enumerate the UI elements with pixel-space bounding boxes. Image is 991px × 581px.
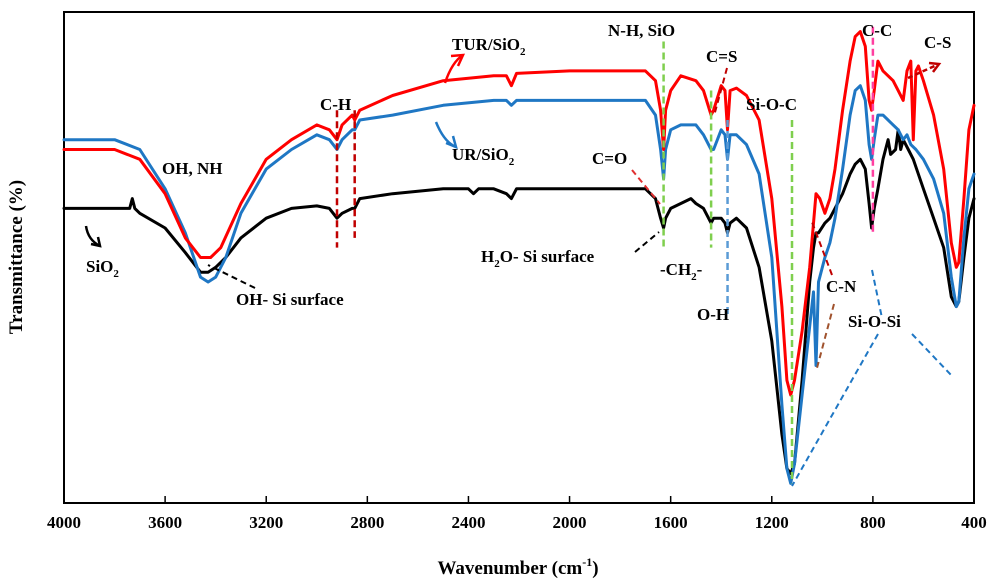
x-tick-label: 4000 <box>47 513 81 532</box>
leader-c-o <box>631 169 661 205</box>
peak-markers <box>335 26 875 484</box>
arrow-sio2-head <box>90 236 102 248</box>
leader-sio-si-c <box>911 333 953 377</box>
label-c-s-double: C=S <box>706 47 737 66</box>
leader-c-n-brown <box>816 303 835 369</box>
x-axis-label: Wavenumber (cm-1) <box>437 555 598 579</box>
x-tick-label: 3600 <box>148 513 182 532</box>
label-c-c: C-C <box>862 21 892 40</box>
leader-oh-si <box>207 264 256 289</box>
label-ur-sio2: UR/SiO2 <box>452 145 515 168</box>
leader-sio-si-a <box>791 333 879 487</box>
x-tick-label: 2400 <box>451 513 485 532</box>
x-tick-label: 1200 <box>755 513 789 532</box>
label-c-h: C-H <box>320 95 351 114</box>
x-tick-label: 3200 <box>249 513 283 532</box>
annotation-arrows <box>84 53 942 248</box>
label-ch2: -CH2- <box>660 260 703 283</box>
label-h2o-si-surface: H2O- Si surface <box>481 247 595 270</box>
x-tick-label: 800 <box>860 513 886 532</box>
leader-lines <box>207 67 953 487</box>
leader-sio-si-b <box>871 269 883 319</box>
arrow-c-s <box>907 62 940 80</box>
label-c-n: C-N <box>826 277 857 296</box>
series-line-sio2 <box>62 128 976 475</box>
arrow-ur-head <box>445 135 458 150</box>
label-c-o-double: C=O <box>592 149 627 168</box>
plot-frame <box>63 11 975 504</box>
label-sio2: SiO2 <box>86 257 119 280</box>
label-tur-sio2: TUR/SiO2 <box>452 35 526 58</box>
arrow-c-s-head <box>928 61 942 73</box>
x-ticks: 4000 3600 3200 2800 2400 2000 1600 1200 800 400 <box>47 496 987 532</box>
label-oh-si-surface: OH- Si surface <box>236 290 344 309</box>
arrow-sio2 <box>84 225 101 248</box>
series-group <box>62 30 976 485</box>
arrow-tur-head <box>450 53 466 67</box>
series-line-ur-sio2 <box>62 84 976 485</box>
label-si-o-c: Si-O-C <box>746 95 797 114</box>
leader-c-s-double <box>713 67 728 117</box>
y-axis-label: Transmittance (%) <box>6 180 27 334</box>
x-tick-label: 2000 <box>553 513 587 532</box>
label-n-h-sio: N-H, SiO <box>608 21 675 40</box>
label-o-h: O-H <box>697 305 729 324</box>
label-c-s: C-S <box>924 33 951 52</box>
series-line-tur-sio2 <box>62 30 976 397</box>
label-oh-nh: OH, NH <box>162 159 222 178</box>
leader-h2o <box>634 231 660 253</box>
x-tick-label: 1600 <box>654 513 688 532</box>
x-tick-label: 400 <box>961 513 987 532</box>
label-si-o-si: Si-O-Si <box>848 312 901 331</box>
x-tick-label: 2800 <box>350 513 384 532</box>
